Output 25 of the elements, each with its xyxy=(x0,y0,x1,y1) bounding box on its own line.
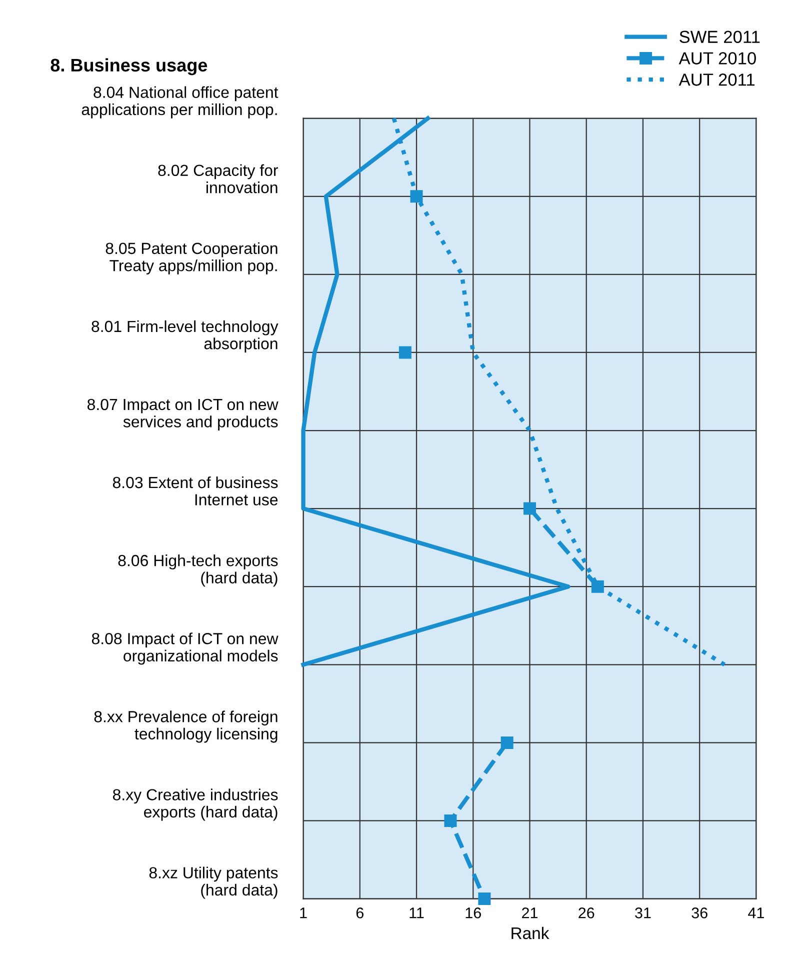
x-tick-label: 21 xyxy=(522,908,538,918)
x-tick-label: 31 xyxy=(635,908,651,918)
y-tick-label: 8.04 National office patent applications per million pop. xyxy=(82,86,278,118)
y-tick-label: 8.07 Impact on ICT on new services and products xyxy=(87,398,278,431)
x-axis-title: Rank xyxy=(512,926,550,940)
y-tick-label: 8.05 Patent Cooperation Treaty apps/million pop. xyxy=(106,242,278,274)
x-tick-label: 6 xyxy=(356,908,364,918)
x-tick-label: 11 xyxy=(410,908,424,918)
y-tick-label: 8.xx Prevalence of foreign technology licensing xyxy=(94,710,278,743)
y-tick-label: 8.01 Firm-level technology absorption xyxy=(92,320,278,352)
y-tick-label: 8.03 Extent of business Internet use xyxy=(112,476,278,506)
legend-label: AUT 2011 xyxy=(678,74,754,86)
x-tick-label: 36 xyxy=(692,908,708,918)
y-tick-label: 8.xy Creative industries exports (hard data) xyxy=(112,788,278,821)
y-tick-label: 8.02 Capacity for innovation xyxy=(158,164,278,194)
y-tick-label: 8.06 High-tech exports (hard data) xyxy=(118,554,278,587)
text: 8. Business usage xyxy=(50,58,208,76)
y-tick-label: 8.xz Utility patents (hard data) xyxy=(149,866,278,899)
x-tick-label: 1 xyxy=(300,908,307,918)
legend-label: AUT 2010 xyxy=(678,52,756,64)
legend-label: SWE 2011 xyxy=(680,30,760,44)
x-tick-label: 16 xyxy=(466,908,481,918)
y-tick-label: 8.08 Impact of ICT on new organizational models xyxy=(92,632,278,665)
x-tick-label: 41 xyxy=(748,908,764,918)
x-tick-label: 26 xyxy=(578,908,594,918)
